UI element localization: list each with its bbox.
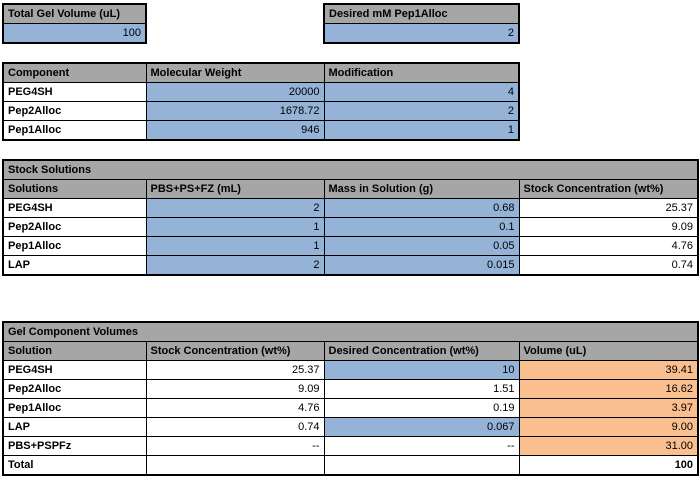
pep2alloc-mass-cell[interactable]: 0.1 [323,217,520,237]
row-label-pep1alloc: Pep1Alloc [2,236,147,256]
row-label-peg4sh: PEG4SH [2,360,147,380]
pbs-desired-concentration-cell: -- [323,436,520,456]
column-header-mass-in-solution: Mass in Solution (g) [323,179,520,199]
pep1alloc-stock-concentration-cell: 4.76 [145,398,325,418]
column-header-solution: Solution [2,341,147,361]
peg4sh-modification-cell[interactable]: 4 [323,82,520,102]
pbs-stock-concentration-cell: -- [145,436,325,456]
total-gel-volume-table: Total Gel Volume (uL) 100 [2,3,147,44]
pep2alloc-desired-concentration-cell: 1.51 [323,379,520,399]
desired-mm-pep1alloc-header: Desired mM Pep1Alloc [323,3,520,24]
table-row: PEG4SH 2 0.68 25.37 [2,198,699,218]
pep2alloc-pbs-volume-cell[interactable]: 1 [145,217,325,237]
row-label-peg4sh: PEG4SH [2,198,147,218]
column-header-molecular-weight: Molecular Weight [145,62,325,83]
pep1alloc-mass-cell[interactable]: 0.05 [323,236,520,256]
stock-solutions-header-row: Solutions PBS+PS+FZ (mL) Mass in Solutio… [2,179,699,199]
peg4sh-mass-cell[interactable]: 0.68 [323,198,520,218]
gel-component-volumes-table: Gel Component Volumes Solution Stock Con… [2,321,700,476]
table-row: Pep2Alloc 1 0.1 9.09 [2,217,699,237]
pep2alloc-volume-result-cell: 16.62 [518,379,699,399]
peg4sh-volume-result-cell: 39.41 [518,360,699,380]
stock-solutions-title: Stock Solutions [2,159,699,180]
component-header-row: Component Molecular Weight Modification [2,62,520,83]
row-label-total: Total [2,455,147,476]
lap-desired-concentration-input-cell[interactable]: 0.067 [323,417,520,437]
stock-solutions-title-row: Stock Solutions [2,159,699,180]
column-header-stock-concentration: Stock Concentration (wt%) [518,179,699,199]
pep1alloc-modification-cell[interactable]: 1 [323,120,520,141]
row-label-lap: LAP [2,255,147,276]
peg4sh-pbs-volume-cell[interactable]: 2 [145,198,325,218]
pep2alloc-stock-concentration-cell: 9.09 [145,379,325,399]
lap-volume-result-cell: 9.00 [518,417,699,437]
row-label-pep2alloc: Pep2Alloc [2,217,147,237]
pep1alloc-molecular-weight-cell[interactable]: 946 [145,120,325,141]
peg4sh-molecular-weight-cell[interactable]: 20000 [145,82,325,102]
lap-stock-concentration-cell: 0.74 [145,417,325,437]
column-header-modification: Modification [323,62,520,83]
column-header-solutions: Solutions [2,179,147,199]
pep2alloc-molecular-weight-cell[interactable]: 1678.72 [145,101,325,121]
table-row: Pep2Alloc 9.09 1.51 16.62 [2,379,699,399]
pep1alloc-desired-concentration-cell: 0.19 [323,398,520,418]
gel-volumes-title-row: Gel Component Volumes [2,321,699,342]
pbs-volume-result-cell: 31.00 [518,436,699,456]
peg4sh-stock-concentration-cell: 25.37 [145,360,325,380]
table-row: Total 100 [2,455,699,476]
row-label-peg4sh: PEG4SH [2,82,147,102]
lap-pbs-volume-cell[interactable]: 2 [145,255,325,276]
pep2alloc-modification-cell[interactable]: 2 [323,101,520,121]
column-header-pbs-ps-fz: PBS+PS+FZ (mL) [145,179,325,199]
desired-mm-pep1alloc-input-cell[interactable]: 2 [323,23,520,44]
gel-volumes-header-row: Solution Stock Concentration (wt%) Desir… [2,341,699,361]
table-row: LAP 2 0.015 0.74 [2,255,699,276]
total-stock-concentration-cell [145,455,325,476]
column-header-desired-concentration: Desired Concentration (wt%) [323,341,520,361]
table-row: PBS+PSPFz -- -- 31.00 [2,436,699,456]
pep1alloc-stock-concentration-cell: 4.76 [518,236,699,256]
pep1alloc-pbs-volume-cell[interactable]: 1 [145,236,325,256]
table-row: PEG4SH 20000 4 [2,82,520,102]
total-gel-volume-header: Total Gel Volume (uL) [2,3,147,24]
column-header-component: Component [2,62,147,83]
component-table: Component Molecular Weight Modification … [2,62,520,141]
table-row: PEG4SH 25.37 10 39.41 [2,360,699,380]
desired-mm-pep1alloc-table: Desired mM Pep1Alloc 2 [323,3,520,44]
pep1alloc-volume-result-cell: 3.97 [518,398,699,418]
gel-volumes-title: Gel Component Volumes [2,321,699,342]
table-row: Pep1Alloc 4.76 0.19 3.97 [2,398,699,418]
table-row: Pep2Alloc 1678.72 2 [2,101,520,121]
row-label-pep2alloc: Pep2Alloc [2,379,147,399]
peg4sh-stock-concentration-cell: 25.37 [518,198,699,218]
total-volume-cell: 100 [518,455,699,476]
table-row: Pep1Alloc 1 0.05 4.76 [2,236,699,256]
lap-stock-concentration-cell: 0.74 [518,255,699,276]
total-desired-concentration-cell [323,455,520,476]
row-label-pep1alloc: Pep1Alloc [2,120,147,141]
column-header-volume: Volume (uL) [518,341,699,361]
row-label-pbs-pspfz: PBS+PSPFz [2,436,147,456]
row-label-pep1alloc: Pep1Alloc [2,398,147,418]
row-label-lap: LAP [2,417,147,437]
row-label-pep2alloc: Pep2Alloc [2,101,147,121]
total-gel-volume-input-cell[interactable]: 100 [2,23,147,44]
pep2alloc-stock-concentration-cell: 9.09 [518,217,699,237]
column-header-stock-concentration: Stock Concentration (wt%) [145,341,325,361]
table-row: LAP 0.74 0.067 9.00 [2,417,699,437]
peg4sh-desired-concentration-input-cell[interactable]: 10 [323,360,520,380]
stock-solutions-table: Stock Solutions Solutions PBS+PS+FZ (mL)… [2,159,699,276]
lap-mass-cell[interactable]: 0.015 [323,255,520,276]
table-row: Pep1Alloc 946 1 [2,120,520,141]
